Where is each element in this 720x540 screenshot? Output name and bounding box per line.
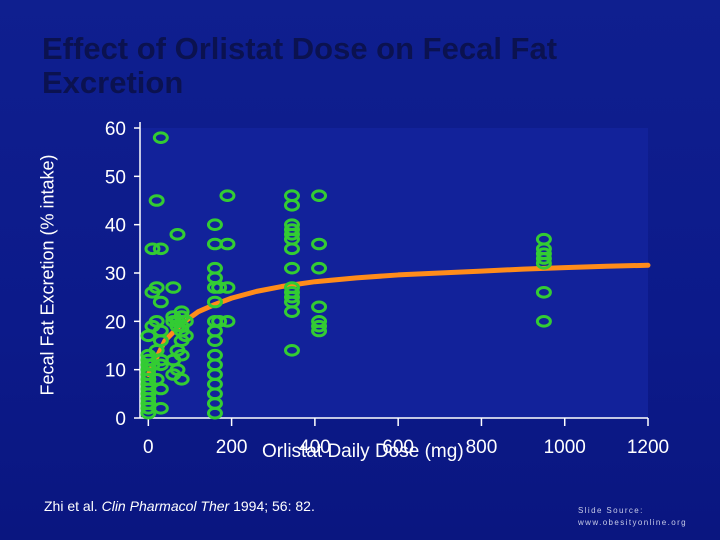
data-point (148, 281, 165, 294)
y-axis-ticks: 0 10 20 30 40 50 60 (105, 119, 140, 430)
data-point (311, 189, 328, 202)
x-axis-ticks: 0 200 400 600 800 1000 1200 (143, 418, 669, 458)
data-point (206, 295, 223, 309)
slide-source: Slide Source: www.obesityonline.org (578, 505, 687, 529)
y-tick-label: 20 (105, 312, 126, 333)
citation-journal: Clin Pharmacol Ther (101, 498, 230, 514)
data-point (283, 189, 300, 202)
y-tick-label: 10 (105, 361, 126, 382)
citation-suffix: 1994; 56: 82. (229, 498, 315, 514)
chart-title: Effect of Orlistat Dose on Fecal Fat Exc… (42, 31, 558, 100)
y-tick-label: 40 (105, 216, 126, 237)
data-point (311, 315, 328, 328)
data-point (152, 382, 169, 396)
x-tick-label: 1200 (627, 437, 669, 458)
x-tick-label: 0 (143, 437, 154, 458)
x-tick-label: 600 (382, 437, 414, 458)
data-point (211, 281, 228, 294)
data-points (140, 131, 552, 420)
data-point (152, 402, 169, 415)
data-point (219, 315, 236, 328)
x-tick-label: 800 (466, 437, 498, 458)
data-point (311, 319, 328, 333)
data-point (173, 373, 190, 386)
x-tick-label: 400 (299, 437, 331, 458)
y-tick-label: 30 (105, 264, 126, 285)
slide-source-url: www.obesityonline.org (578, 518, 687, 527)
data-point (211, 315, 228, 328)
data-point (311, 237, 328, 251)
data-point (177, 315, 194, 328)
y-tick-label: 60 (105, 119, 126, 140)
x-axis-label: Orlistat Daily Dose (mg) (262, 441, 464, 462)
data-point (206, 261, 223, 275)
y-axis-label: Fecal Fat Excretion (% intake) (37, 154, 58, 396)
data-point (148, 194, 165, 207)
y-tick-label: 50 (105, 167, 126, 188)
data-point (152, 324, 169, 338)
data-point (283, 218, 300, 231)
data-point (206, 348, 223, 362)
data-point (206, 218, 223, 231)
y-tick-label: 0 (115, 409, 126, 430)
x-tick-label: 200 (216, 437, 248, 458)
data-point (535, 286, 552, 299)
data-point (311, 261, 328, 275)
data-point (169, 228, 186, 241)
data-point (177, 329, 194, 343)
data-point (535, 315, 552, 328)
data-point (144, 242, 161, 256)
citation: Zhi et al. Clin Pharmacol Ther 1994; 56:… (44, 498, 315, 514)
data-point (311, 300, 328, 314)
data-point (535, 247, 552, 260)
data-point (283, 223, 300, 236)
citation-prefix: Zhi et al. (44, 498, 102, 514)
data-point (152, 358, 169, 372)
data-point (283, 344, 300, 357)
x-tick-label: 1000 (544, 437, 586, 458)
data-point (283, 281, 300, 294)
data-point (283, 261, 300, 275)
data-point (219, 237, 236, 251)
data-point (283, 286, 300, 299)
data-point (152, 295, 169, 309)
data-point (152, 131, 169, 144)
data-point (219, 189, 236, 202)
data-point (219, 281, 236, 294)
data-point (173, 348, 190, 362)
slide-source-label: Slide Source: (578, 506, 644, 515)
data-point (165, 281, 182, 294)
trend-line (145, 262, 651, 377)
data-point (152, 242, 169, 256)
data-point (535, 232, 552, 246)
